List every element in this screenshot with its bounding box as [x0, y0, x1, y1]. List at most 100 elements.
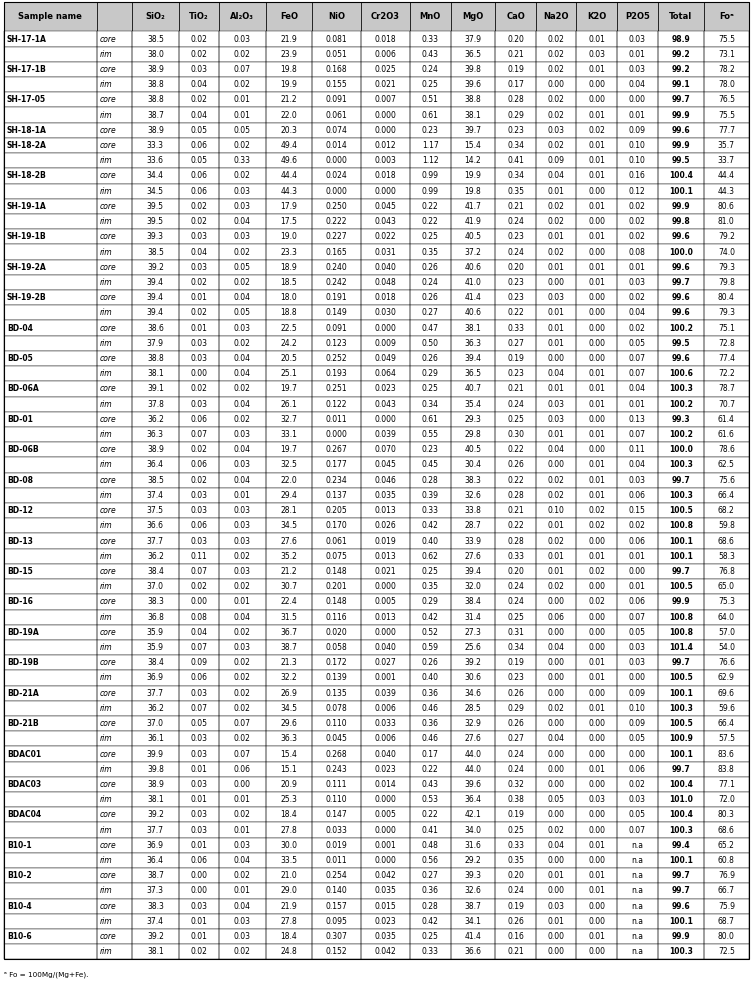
Bar: [179, 411, 219, 427]
Bar: [658, 884, 704, 899]
Bar: [704, 594, 749, 610]
Bar: [658, 305, 704, 320]
Bar: [266, 427, 312, 442]
Bar: [219, 807, 266, 823]
Text: 75.3: 75.3: [718, 597, 735, 607]
Bar: [97, 625, 132, 640]
Text: 0.08: 0.08: [191, 613, 207, 622]
Bar: [658, 701, 704, 716]
Text: 0.07: 0.07: [190, 704, 207, 713]
Bar: [132, 868, 179, 884]
Bar: [361, 777, 410, 792]
Text: 0.00: 0.00: [547, 597, 565, 607]
Bar: [312, 899, 361, 914]
Bar: [132, 655, 179, 671]
Bar: [312, 732, 361, 746]
Bar: [617, 290, 658, 305]
Bar: [361, 868, 410, 884]
Bar: [410, 655, 451, 671]
Bar: [496, 579, 536, 594]
Bar: [496, 31, 536, 46]
Bar: [179, 214, 219, 229]
Text: 0.02: 0.02: [234, 552, 251, 561]
Text: 0.01: 0.01: [191, 932, 207, 941]
Bar: [132, 245, 179, 259]
Bar: [496, 397, 536, 411]
Bar: [266, 184, 312, 198]
Text: 99.2: 99.2: [671, 65, 690, 74]
Bar: [312, 914, 361, 929]
Bar: [658, 823, 704, 838]
Text: 70.7: 70.7: [718, 400, 735, 409]
Text: 0.000: 0.000: [375, 324, 397, 333]
Text: rim: rim: [100, 278, 113, 287]
Bar: [704, 579, 749, 594]
Bar: [451, 868, 496, 884]
Bar: [704, 214, 749, 229]
Bar: [361, 701, 410, 716]
Text: 39.3: 39.3: [464, 871, 481, 880]
Text: 0.01: 0.01: [588, 400, 605, 409]
Text: 100.9: 100.9: [669, 735, 692, 743]
Bar: [266, 807, 312, 823]
Bar: [266, 411, 312, 427]
Bar: [536, 184, 577, 198]
Bar: [132, 411, 179, 427]
Text: 33.9: 33.9: [464, 536, 481, 546]
Text: core: core: [100, 780, 116, 789]
Bar: [132, 594, 179, 610]
Bar: [4, 716, 97, 732]
Bar: [132, 929, 179, 945]
Bar: [4, 458, 97, 472]
Bar: [617, 46, 658, 62]
Bar: [179, 137, 219, 153]
Bar: [658, 853, 704, 868]
Bar: [361, 320, 410, 336]
Bar: [577, 929, 617, 945]
Text: 14.2: 14.2: [465, 156, 481, 165]
Bar: [361, 351, 410, 366]
Bar: [219, 807, 266, 823]
Text: MnO: MnO: [420, 12, 441, 22]
Bar: [617, 594, 658, 610]
Bar: [658, 366, 704, 381]
Text: BD-08: BD-08: [7, 475, 33, 485]
Bar: [266, 351, 312, 366]
Bar: [219, 594, 266, 610]
Bar: [617, 198, 658, 214]
Bar: [312, 579, 361, 594]
Bar: [179, 762, 219, 777]
Text: 0.20: 0.20: [507, 567, 524, 576]
Text: rim: rim: [100, 187, 113, 195]
Bar: [361, 245, 410, 259]
Text: 0.01: 0.01: [191, 294, 207, 302]
Bar: [658, 427, 704, 442]
Bar: [496, 853, 536, 868]
Text: 29.6: 29.6: [280, 719, 297, 728]
Text: core: core: [100, 384, 116, 394]
Bar: [617, 107, 658, 123]
Bar: [577, 320, 617, 336]
Text: 0.02: 0.02: [234, 871, 251, 880]
Bar: [179, 640, 219, 655]
Bar: [536, 366, 577, 381]
Bar: [219, 549, 266, 564]
Bar: [4, 625, 97, 640]
Bar: [496, 838, 536, 853]
Bar: [658, 77, 704, 92]
Text: 59.6: 59.6: [718, 704, 735, 713]
Text: 75.1: 75.1: [718, 324, 734, 333]
Bar: [617, 914, 658, 929]
Bar: [179, 945, 219, 959]
Text: ᵃ Fo = 100Mg/(Mg+Fe).: ᵃ Fo = 100Mg/(Mg+Fe).: [4, 972, 88, 978]
Bar: [312, 229, 361, 245]
Bar: [704, 275, 749, 290]
Text: 0.02: 0.02: [234, 948, 251, 956]
Bar: [266, 838, 312, 853]
Text: 0.38: 0.38: [507, 795, 524, 804]
Bar: [4, 610, 97, 625]
Bar: [704, 746, 749, 762]
Bar: [132, 123, 179, 137]
Bar: [266, 914, 312, 929]
Text: 0.07: 0.07: [629, 354, 646, 363]
